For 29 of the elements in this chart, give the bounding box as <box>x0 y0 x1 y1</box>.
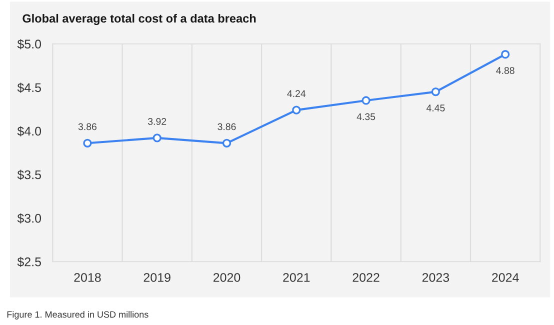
point <box>83 138 92 148</box>
y-tick-label: $4.0 <box>17 126 42 136</box>
data-label: 3.86 <box>218 123 236 130</box>
data-label: 4.24 <box>287 90 306 97</box>
x-tick-label: 2020 <box>213 273 240 282</box>
y-tick-label: $2.5 <box>17 256 41 268</box>
data-label: 4.88 <box>496 67 514 74</box>
x-tick-label: 2019 <box>144 273 170 282</box>
point <box>431 87 440 96</box>
data-label: 4.45 <box>426 104 445 112</box>
y-tick-label: $3.5 <box>17 170 41 180</box>
point <box>292 106 301 114</box>
point <box>152 134 162 142</box>
data-label: 4.35 <box>356 113 376 120</box>
x-tick-label: 2021 <box>283 273 310 282</box>
data-label: 3.86 <box>78 123 96 130</box>
chart-title: Global average total cost of a data breach <box>22 14 256 26</box>
x-tick-label: 2018 <box>74 273 101 282</box>
x-tick-label: 2022 <box>352 273 380 282</box>
y-tick-label: $3.0 <box>17 213 42 224</box>
caption: Figure 1. Measured in USD millions <box>7 311 148 320</box>
y-tick-label: $5.0 <box>17 39 42 50</box>
point <box>222 138 232 148</box>
point <box>362 96 370 105</box>
data-label: 3.92 <box>148 118 166 125</box>
point <box>501 50 510 59</box>
x-tick-label: 2023 <box>422 273 450 282</box>
x-tick-label: 2024 <box>492 273 519 282</box>
y-tick-label: $4.5 <box>17 82 41 93</box>
